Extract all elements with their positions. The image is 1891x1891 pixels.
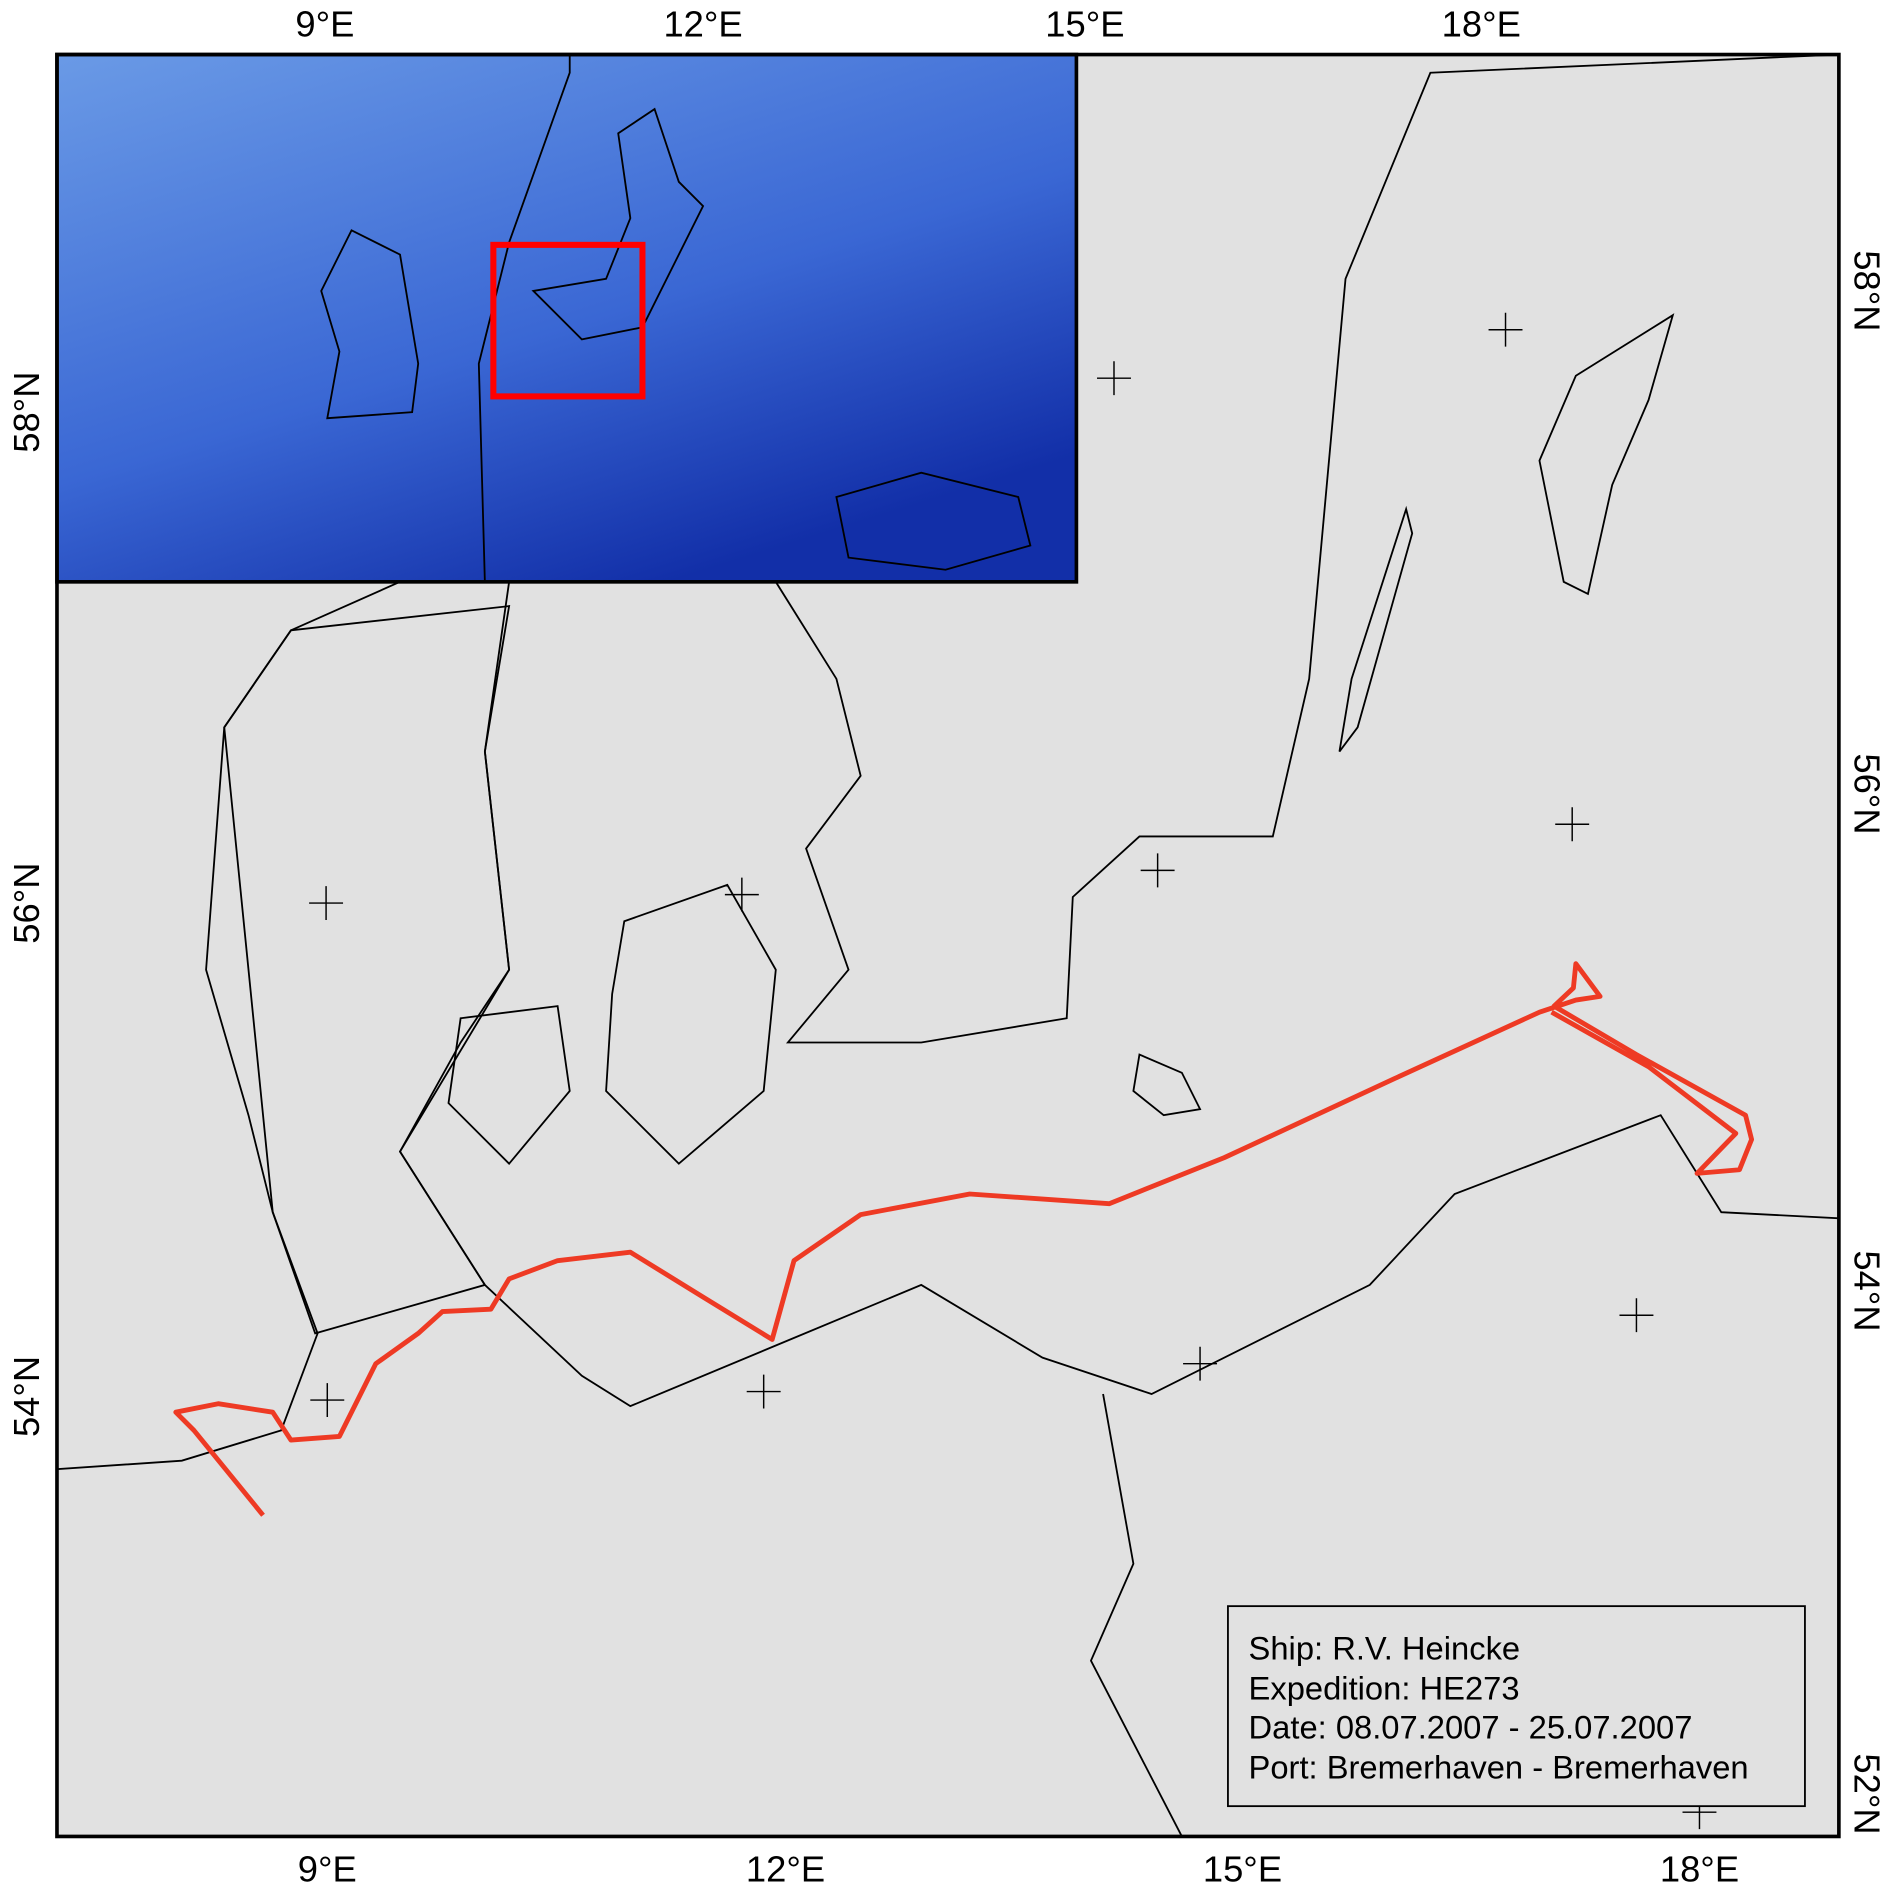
zealand xyxy=(605,883,777,1165)
left-labels: 58°N 56°N 54°N xyxy=(6,372,47,1438)
right-labels: 58°N 56°N 54°N 52°N xyxy=(1847,250,1888,1834)
legend-line: Port: Bremerhaven - Bremerhaven xyxy=(1249,1748,1749,1785)
legend-box xyxy=(1227,1605,1806,1808)
border xyxy=(1089,1393,1183,1837)
inset-map xyxy=(55,52,1079,584)
cross xyxy=(1488,312,1523,347)
lon-label: 15°E xyxy=(1203,1848,1282,1889)
jutland-east xyxy=(223,605,511,1335)
cruise-track xyxy=(173,961,1755,1517)
lat-label: 56°N xyxy=(1847,753,1888,834)
cross xyxy=(310,1383,345,1418)
lat-label: 52°N xyxy=(1847,1753,1888,1834)
inset-extent xyxy=(490,241,646,400)
legend: Ship: R.V. Heincke Expedition: HE273 Dat… xyxy=(1227,1605,1806,1808)
lat-label: 58°N xyxy=(1847,250,1888,331)
lon-label: 18°E xyxy=(1660,1848,1739,1889)
bottom-labels: 9°E 12°E 15°E 18°E xyxy=(298,1848,1739,1889)
funen xyxy=(447,1005,571,1166)
cross xyxy=(1619,1298,1654,1333)
top-labels: 9°E 12°E 15°E 18°E xyxy=(295,3,1521,44)
legend-line: Ship: R.V. Heincke xyxy=(1249,1629,1521,1666)
lat-label: 58°N xyxy=(6,372,47,453)
bornholm xyxy=(1132,1053,1202,1117)
cross xyxy=(746,1374,781,1409)
north-sea xyxy=(56,580,401,1471)
legend-line: Date: 08.07.2007 - 25.07.2007 xyxy=(1249,1708,1693,1745)
cross xyxy=(1097,361,1131,396)
lon-label: 18°E xyxy=(1442,3,1521,44)
lat-label: 56°N xyxy=(6,862,47,943)
lon-label: 9°E xyxy=(298,1848,357,1889)
inset-sea xyxy=(56,54,1077,582)
lon-label: 15°E xyxy=(1045,3,1124,44)
cross xyxy=(724,877,759,912)
lon-label: 9°E xyxy=(295,3,354,44)
inset-black-sea xyxy=(835,471,1032,571)
grid-crosses xyxy=(309,312,1717,1830)
lat-label: 54°N xyxy=(1847,1250,1888,1331)
cross xyxy=(1140,853,1175,888)
oland xyxy=(1338,505,1414,753)
map-frame xyxy=(55,52,1841,1839)
cross xyxy=(1183,1346,1218,1381)
cross xyxy=(1555,807,1590,842)
inset-britain xyxy=(320,229,420,420)
lat-label: 54°N xyxy=(6,1356,47,1437)
lon-label: 12°E xyxy=(663,3,742,44)
cross xyxy=(309,886,344,921)
inset-baltic xyxy=(531,107,705,341)
legend-line: Expedition: HE273 xyxy=(1249,1669,1520,1706)
lon-label: 12°E xyxy=(746,1848,825,1889)
gotland xyxy=(1538,313,1675,596)
